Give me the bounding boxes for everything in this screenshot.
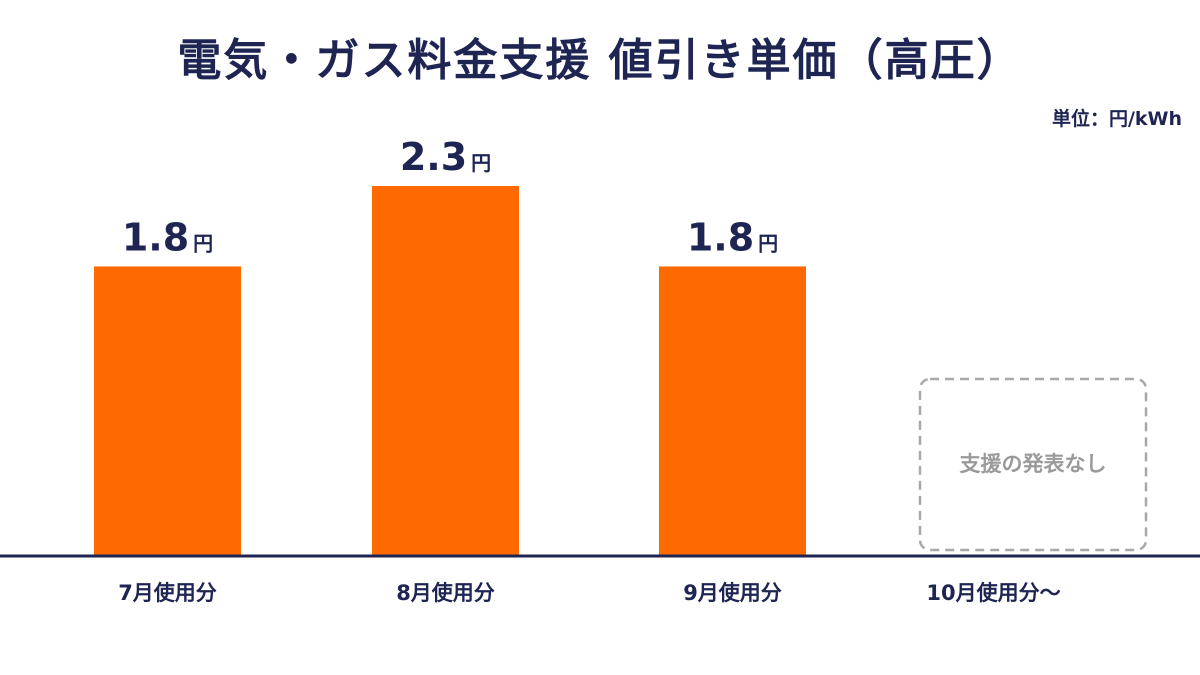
no-data-label: 支援の発表なし <box>960 452 1107 476</box>
value-label-3: 1.8 円 <box>687 215 778 259</box>
value-label-1: 1.8 円 <box>122 215 213 259</box>
category-label-4: 10月使用分～ <box>926 581 1060 605</box>
category-label-3: 9月使用分 <box>683 581 782 605</box>
value-label-2: 2.3 円 <box>400 135 491 179</box>
bar-2 <box>372 186 519 556</box>
category-label-2: 8月使用分 <box>396 581 495 605</box>
category-label-1: 7月使用分 <box>118 581 217 605</box>
unit-note: 単位：円/kWh <box>1051 108 1182 130</box>
chart-title: 電気・ガス料金支援 値引き単価（高圧） <box>177 35 1023 86</box>
bar-3 <box>659 266 806 556</box>
bar-1 <box>94 266 241 556</box>
